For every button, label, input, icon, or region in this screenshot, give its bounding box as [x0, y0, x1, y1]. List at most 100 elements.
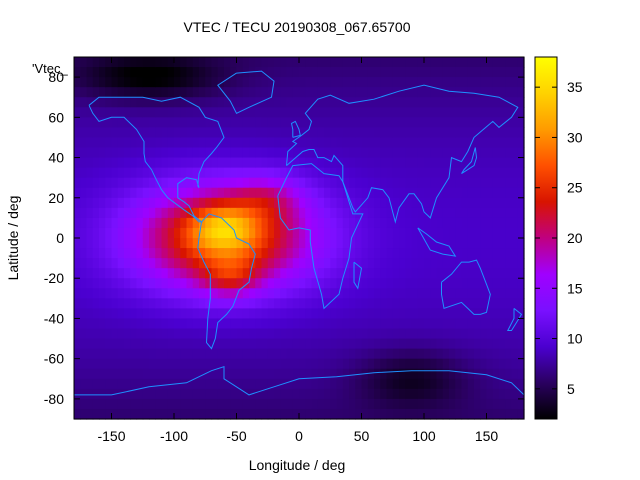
heatmap-cell	[105, 328, 113, 340]
heatmap-cell	[255, 137, 263, 149]
heatmap-cell	[99, 147, 106, 159]
y-tick-label: 60	[48, 109, 64, 125]
heatmap-cell	[167, 308, 175, 320]
heatmap-cell	[142, 338, 150, 350]
heatmap-cell	[486, 388, 494, 400]
heatmap-cell	[211, 167, 219, 179]
heatmap-cell	[267, 308, 275, 320]
heatmap-cell	[142, 378, 150, 390]
heatmap-cell	[442, 378, 450, 390]
heatmap-cell	[74, 388, 81, 400]
heatmap-cell	[74, 127, 81, 139]
heatmap-cell	[142, 368, 150, 380]
heatmap-cell	[255, 308, 263, 320]
heatmap-cell	[467, 348, 475, 360]
heatmap-cell	[511, 378, 519, 390]
heatmap-cell	[86, 197, 94, 209]
heatmap-cell	[436, 348, 444, 360]
heatmap-cell	[386, 328, 394, 340]
heatmap-cell	[155, 167, 163, 179]
heatmap-cell	[199, 77, 206, 88]
heatmap-cell	[111, 127, 119, 139]
heatmap-cell	[342, 87, 350, 98]
heatmap-cell	[211, 77, 219, 88]
heatmap-cell	[486, 157, 494, 169]
heatmap-cell	[217, 268, 225, 279]
heatmap-cell	[255, 127, 263, 139]
heatmap-cell	[511, 238, 519, 249]
heatmap-cell	[167, 157, 175, 169]
heatmap-cell	[324, 388, 331, 400]
heatmap-cell	[74, 248, 81, 259]
heatmap-cell	[211, 318, 219, 330]
heatmap-cell	[111, 398, 119, 410]
heatmap-cell	[349, 398, 356, 410]
heatmap-cell	[511, 298, 519, 309]
heatmap-cell	[317, 107, 325, 118]
heatmap-cell	[361, 197, 369, 209]
heatmap-cell	[355, 328, 363, 340]
heatmap-cell	[517, 207, 525, 219]
heatmap-cell	[280, 137, 288, 149]
heatmap-cell	[517, 328, 525, 340]
heatmap-cell	[249, 408, 256, 420]
heatmap-cell	[274, 167, 281, 179]
heatmap-cell	[161, 107, 169, 118]
heatmap-cell	[461, 137, 469, 149]
heatmap-cell	[161, 77, 169, 88]
heatmap-cell	[230, 87, 238, 98]
heatmap-cell	[261, 358, 269, 370]
heatmap-cell	[367, 238, 375, 249]
heatmap-cell	[267, 388, 275, 400]
heatmap-cell	[324, 298, 331, 309]
heatmap-cell	[199, 157, 206, 169]
heatmap-cell	[505, 147, 513, 159]
heatmap-cell	[80, 398, 88, 410]
heatmap-cell	[211, 258, 219, 269]
heatmap-cell	[105, 338, 113, 350]
heatmap-cell	[242, 308, 250, 320]
heatmap-cell	[80, 338, 88, 350]
heatmap-cell	[324, 238, 331, 249]
heatmap-cell	[305, 348, 313, 360]
heatmap-cell	[230, 318, 238, 330]
heatmap-cell	[230, 408, 238, 420]
heatmap-cell	[474, 197, 481, 209]
heatmap-cell	[386, 318, 394, 330]
heatmap-cell	[292, 248, 300, 259]
heatmap-cell	[142, 238, 150, 249]
heatmap-cell	[249, 338, 256, 350]
heatmap-cell	[211, 127, 219, 139]
heatmap-cell	[180, 107, 188, 118]
heatmap-cell	[267, 107, 275, 118]
heatmap-cell	[424, 197, 431, 209]
heatmap-cell	[424, 97, 431, 108]
heatmap-cell	[361, 408, 369, 420]
heatmap-cell	[205, 147, 213, 159]
heatmap-cell	[492, 248, 500, 259]
heatmap-cell	[467, 217, 475, 229]
heatmap-cell	[361, 107, 369, 118]
heatmap-cell	[355, 288, 363, 299]
heatmap-cell	[186, 398, 194, 410]
heatmap-cell	[430, 197, 438, 209]
heatmap-cell	[136, 107, 144, 118]
heatmap-cell	[405, 338, 413, 350]
heatmap-cell	[467, 268, 475, 279]
y-tick-label: -60	[44, 351, 64, 367]
heatmap-cell	[236, 147, 244, 159]
heatmap-cell	[505, 298, 513, 309]
heatmap-cell	[511, 278, 519, 289]
heatmap-cell	[449, 217, 456, 229]
heatmap-cell	[361, 298, 369, 309]
heatmap-cell	[286, 67, 294, 78]
heatmap-cell	[480, 117, 488, 128]
heatmap-cell	[349, 227, 356, 239]
heatmap-cell	[330, 248, 338, 259]
heatmap-cell	[299, 298, 306, 309]
heatmap-cell	[199, 348, 206, 360]
heatmap-cell	[149, 137, 156, 149]
heatmap-cell	[492, 207, 500, 219]
heatmap-cell	[405, 57, 413, 68]
heatmap-cell	[105, 298, 113, 309]
